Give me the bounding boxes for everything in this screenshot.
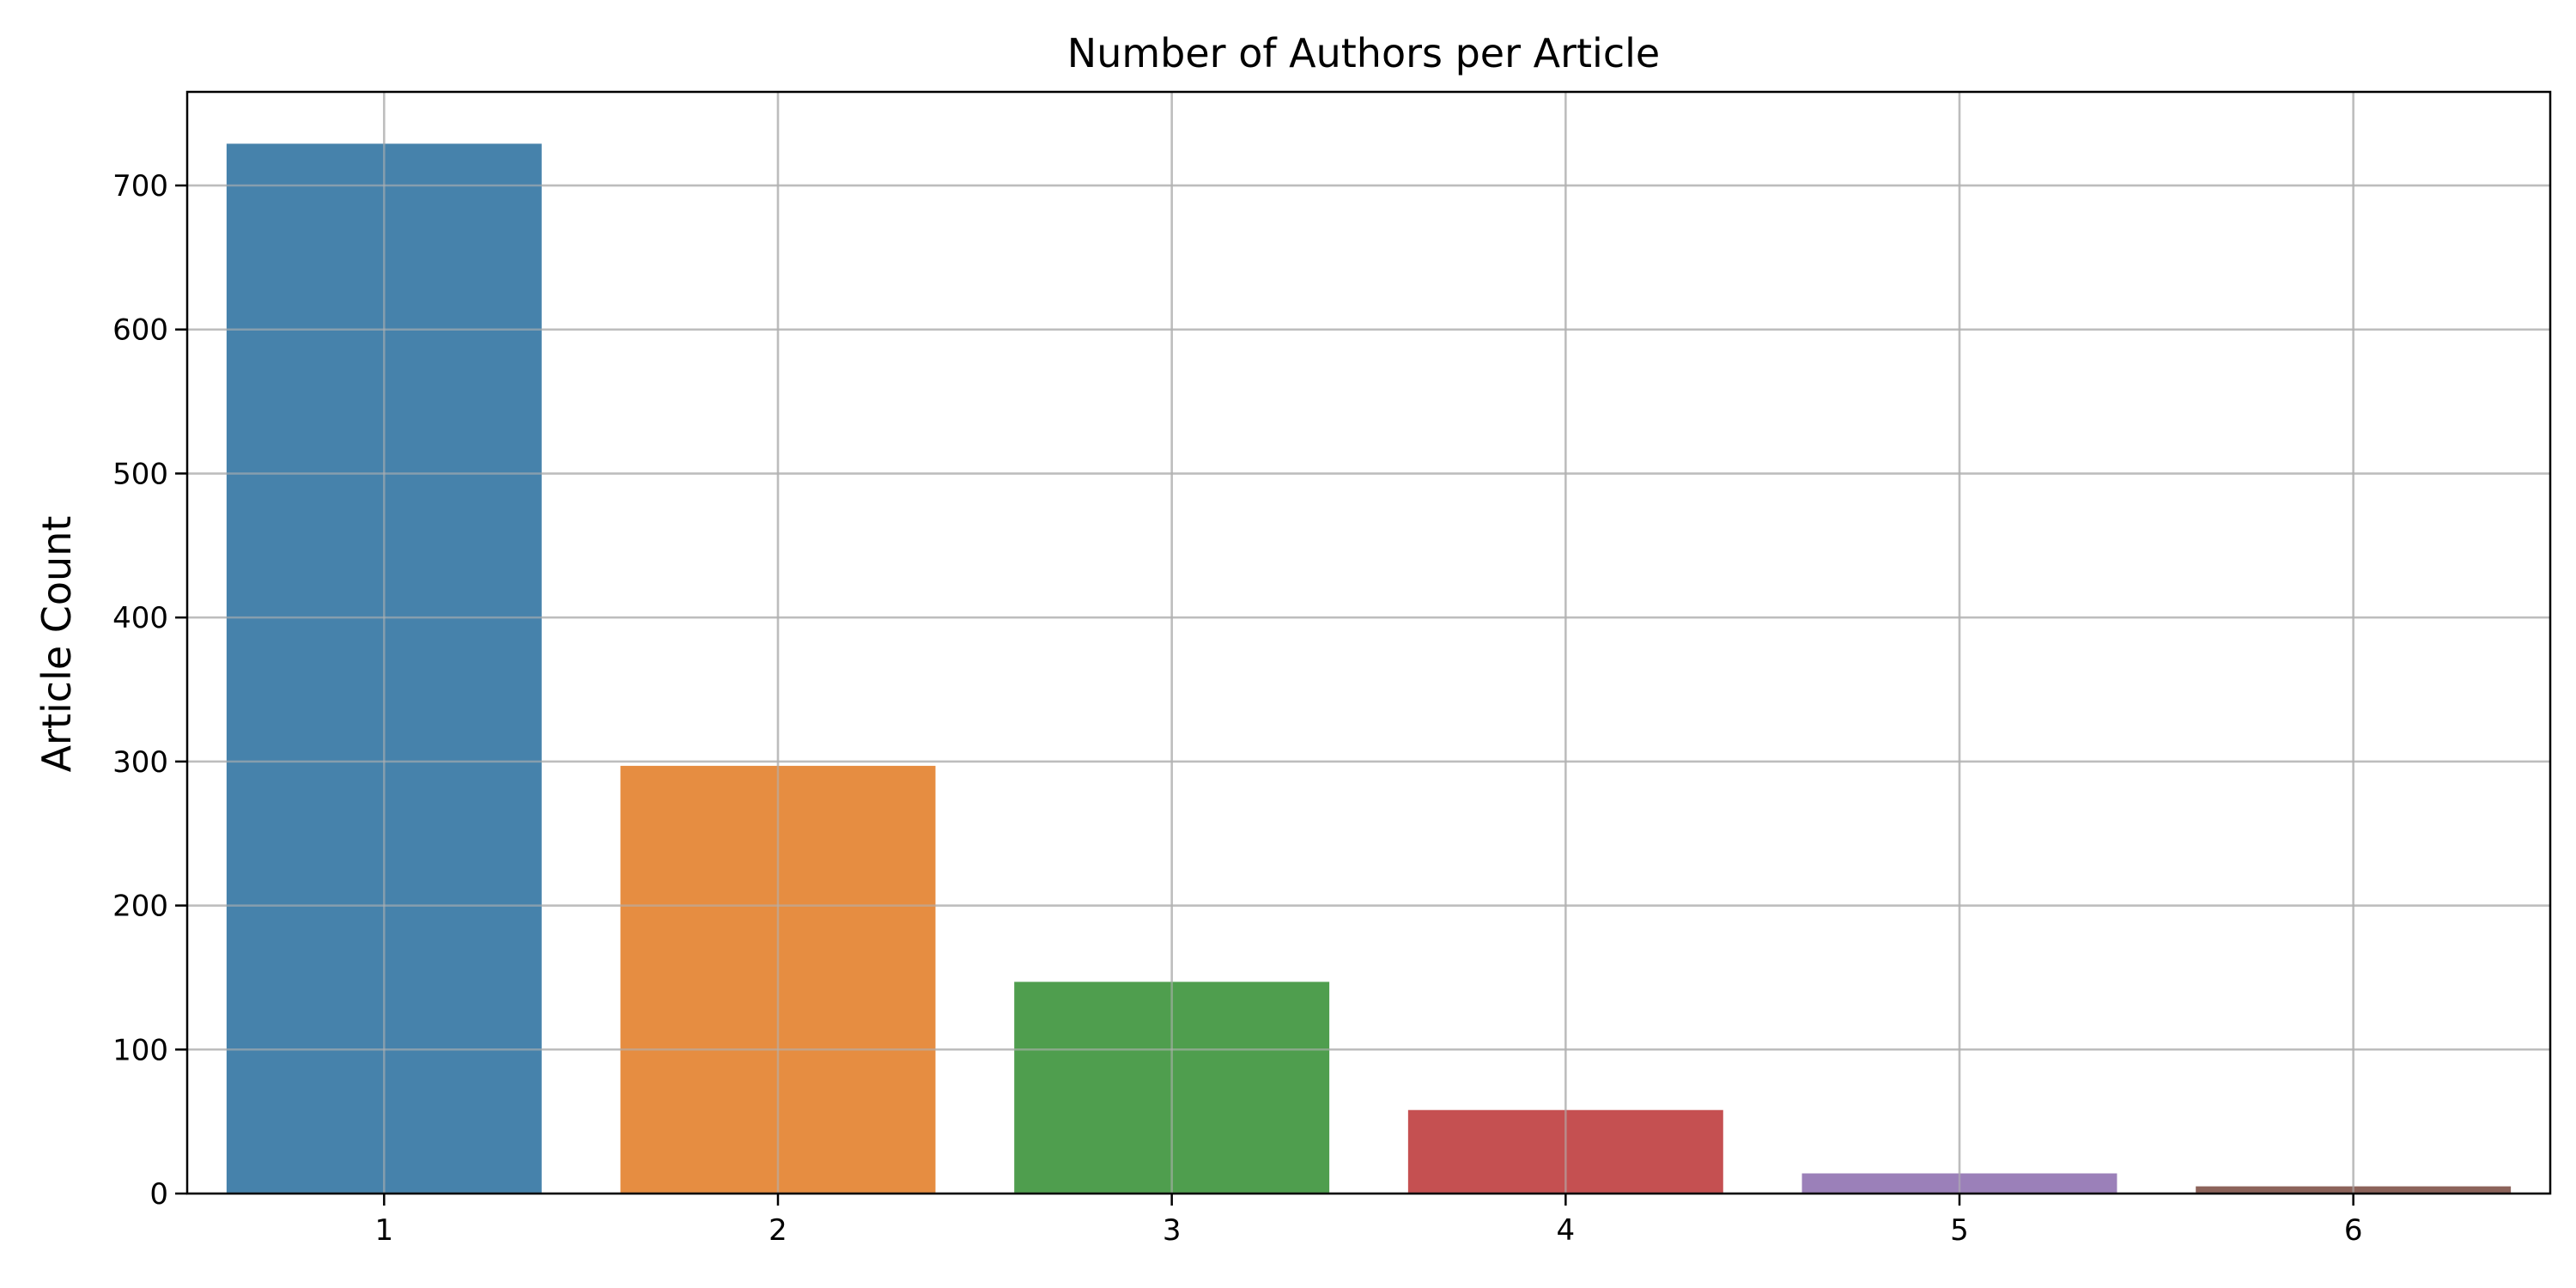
x-tick-label: 2 xyxy=(769,1213,787,1248)
x-axis-ticks: 1 2 3 4 5 6 xyxy=(375,1194,2363,1248)
y-tick-label: 700 xyxy=(112,169,168,204)
y-tick-label: 500 xyxy=(112,457,168,491)
y-axis-ticks: 0 100 200 300 400 500 600 700 xyxy=(112,169,187,1212)
x-tick-label: 4 xyxy=(1557,1213,1576,1248)
y-tick-label: 600 xyxy=(112,313,168,348)
x-tick-label: 5 xyxy=(1950,1213,1969,1248)
y-tick-label: 400 xyxy=(112,601,168,635)
x-gridlines-overlay xyxy=(383,92,2354,1194)
y-axis-label: Article Count xyxy=(33,516,80,773)
x-tick-label: 3 xyxy=(1163,1213,1182,1248)
chart-title: Number of Authors per Article xyxy=(1067,30,1660,76)
x-tick-label: 6 xyxy=(2344,1213,2363,1248)
y-tick-label: 200 xyxy=(112,890,168,924)
plot-frame xyxy=(185,90,2552,1195)
y-tick-label: 0 xyxy=(149,1177,168,1212)
y-tick-label: 300 xyxy=(112,745,168,780)
y-tick-label: 100 xyxy=(112,1033,168,1067)
x-tick-label: 1 xyxy=(375,1213,394,1248)
